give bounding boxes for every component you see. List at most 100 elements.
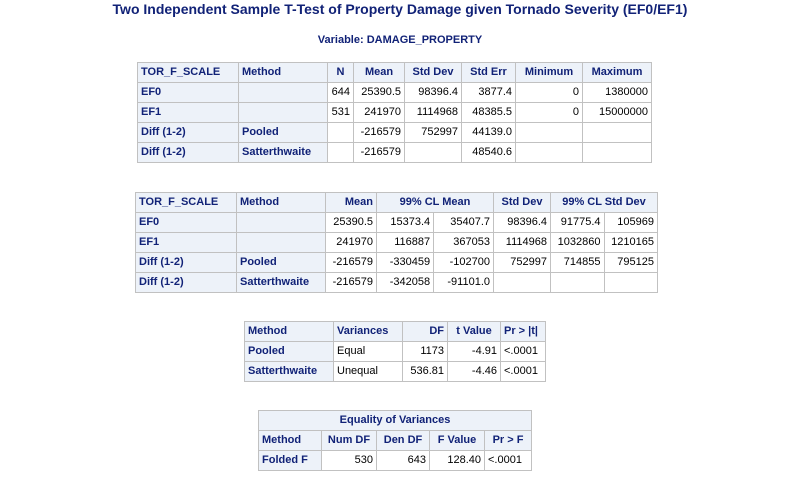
cell-cl-sd-lower: 714855: [551, 253, 604, 272]
cell-mean: 25390.5: [354, 83, 404, 102]
cell-mean: 241970: [354, 103, 404, 122]
table-row: EF1 241970 116887 367053 1114968 1032860…: [136, 233, 657, 252]
col-header-std-err: Std Err: [462, 63, 515, 82]
cell-p-value: <.0001: [501, 342, 545, 361]
cell-p-value: <.0001: [485, 451, 531, 470]
table-header-row: Method Variances DF t Value Pr > |t|: [245, 322, 545, 341]
table-row: Pooled Equal 1173 -4.91 <.0001: [245, 342, 545, 361]
cell-cl-sd-upper: 795125: [604, 253, 657, 272]
page-title: Two Independent Sample T-Test of Propert…: [112, 1, 688, 17]
col-header-mean: Mean: [326, 193, 376, 212]
variable-label: Variable: DAMAGE_PROPERTY: [317, 34, 483, 46]
table-caption: Equality of Variances: [259, 411, 531, 430]
col-header-tor-f-scale: TOR_F_SCALE: [136, 193, 236, 212]
col-header-std-dev: Std Dev: [405, 63, 461, 82]
cell-n: 644: [328, 83, 353, 102]
table-caption-row: Equality of Variances: [259, 411, 531, 430]
cell-mean: -216579: [326, 273, 376, 292]
table-header-row: Method Num DF Den DF F Value Pr > F: [259, 431, 531, 450]
statistics-table: TOR_F_SCALE Method N Mean Std Dev Std Er…: [137, 62, 652, 163]
col-header-method: Method: [239, 63, 327, 82]
cell-num-df: 530: [322, 451, 376, 470]
cell-den-df: 643: [377, 451, 429, 470]
row-header-method: Pooled: [245, 342, 333, 361]
cell-maximum: 15000000: [583, 103, 651, 122]
cell-cl-sd-lower: 1032860: [551, 233, 604, 252]
row-header-method: Satterthwaite: [239, 143, 327, 162]
col-header-99-cl-std-dev: 99% CL Std Dev: [551, 193, 657, 212]
col-header-den-df: Den DF: [377, 431, 429, 450]
cell-std-dev: 98396.4: [405, 83, 461, 102]
cell-mean: -216579: [326, 253, 376, 272]
row-header-group: Diff (1-2): [138, 123, 238, 142]
row-header-method: [239, 103, 327, 122]
col-header-99-cl-mean: 99% CL Mean: [377, 193, 493, 212]
cell-cl-mean-lower: 15373.4: [377, 213, 434, 232]
cell-mean: -216579: [354, 123, 404, 142]
col-header-t-value: t Value: [448, 322, 500, 341]
table-row: Diff (1-2) Pooled -216579 752997 44139.0: [138, 123, 651, 142]
row-header-group: EF0: [138, 83, 238, 102]
cell-variances: Unequal: [334, 362, 402, 381]
table-row: Satterthwaite Unequal 536.81 -4.46 <.000…: [245, 362, 545, 381]
col-header-method: Method: [259, 431, 321, 450]
cell-t-value: -4.46: [448, 362, 500, 381]
cell-cl-sd-upper: 105969: [604, 213, 657, 232]
cell-mean: -216579: [354, 143, 404, 162]
cell-maximum: 1380000: [583, 83, 651, 102]
cell-cl-mean-upper: -91101.0: [434, 273, 493, 292]
cell-n: 531: [328, 103, 353, 122]
cell-variances: Equal: [334, 342, 402, 361]
cell-minimum: [516, 123, 582, 142]
col-header-df: DF: [403, 322, 447, 341]
col-header-maximum: Maximum: [583, 63, 651, 82]
cell-std-dev: 752997: [405, 123, 461, 142]
cell-std-err: 3877.4: [462, 83, 515, 102]
cell-minimum: 0: [516, 103, 582, 122]
table-row: EF1 531 241970 1114968 48385.5 0 1500000…: [138, 103, 651, 122]
col-header-pr-t: Pr > |t|: [501, 322, 545, 341]
row-header-method: [237, 213, 325, 232]
cell-cl-mean-lower: 116887: [377, 233, 434, 252]
row-header-group: Diff (1-2): [138, 143, 238, 162]
confidence-limits-table: TOR_F_SCALE Method Mean 99% CL Mean Std …: [135, 192, 658, 293]
row-header-method: [237, 233, 325, 252]
col-header-variances: Variances: [334, 322, 402, 341]
table-row: Diff (1-2) Satterthwaite -216579 48540.6: [138, 143, 651, 162]
cell-n: [328, 123, 353, 142]
t-tests-table: Method Variances DF t Value Pr > |t| Poo…: [244, 321, 546, 382]
row-header-method: Satterthwaite: [245, 362, 333, 381]
cell-maximum: [583, 123, 651, 142]
row-header-method: Satterthwaite: [237, 273, 325, 292]
table-row: EF0 25390.5 15373.4 35407.7 98396.4 9177…: [136, 213, 657, 232]
row-header-group: Diff (1-2): [136, 253, 236, 272]
table-row: EF0 644 25390.5 98396.4 3877.4 0 1380000: [138, 83, 651, 102]
cell-std-err: 48540.6: [462, 143, 515, 162]
row-header-method: Pooled: [237, 253, 325, 272]
col-header-f-value: F Value: [430, 431, 484, 450]
cell-n: [328, 143, 353, 162]
cell-mean: 25390.5: [326, 213, 376, 232]
table-row: Diff (1-2) Pooled -216579 -330459 -10270…: [136, 253, 657, 272]
cell-std-dev: 752997: [494, 253, 550, 272]
cell-cl-mean-upper: -102700: [434, 253, 493, 272]
cell-df: 536.81: [403, 362, 447, 381]
row-header-method: Folded F: [259, 451, 321, 470]
cell-minimum: 0: [516, 83, 582, 102]
col-header-n: N: [328, 63, 353, 82]
cell-df: 1173: [403, 342, 447, 361]
cell-std-dev: [494, 273, 550, 292]
cell-t-value: -4.91: [448, 342, 500, 361]
table-row: Folded F 530 643 128.40 <.0001: [259, 451, 531, 470]
row-header-group: Diff (1-2): [136, 273, 236, 292]
cell-cl-mean-lower: -342058: [377, 273, 434, 292]
cell-minimum: [516, 143, 582, 162]
cell-cl-mean-upper: 35407.7: [434, 213, 493, 232]
row-header-group: EF1: [136, 233, 236, 252]
cell-cl-sd-lower: 91775.4: [551, 213, 604, 232]
cell-cl-sd-upper: 1210165: [604, 233, 657, 252]
cell-maximum: [583, 143, 651, 162]
cell-std-dev: 1114968: [494, 233, 550, 252]
cell-cl-sd-lower: [551, 273, 604, 292]
col-header-num-df: Num DF: [322, 431, 376, 450]
